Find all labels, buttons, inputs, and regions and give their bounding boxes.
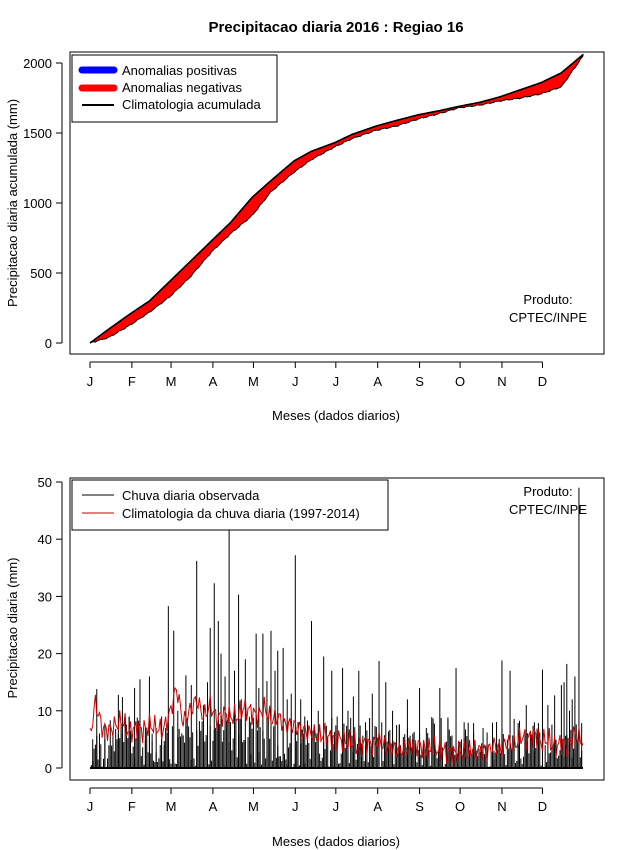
x-tick-label-bottom: J <box>87 799 94 814</box>
daily-climatology-line-group <box>89 686 584 766</box>
y-tick-label-top: 2000 <box>23 56 52 71</box>
x-tick-label-top: O <box>455 374 465 389</box>
x-tick-label-top: M <box>248 374 259 389</box>
legend-label-daily-climatology: Climatologia da chuva diaria (1997-2014) <box>122 506 360 521</box>
x-tick-label-bottom: M <box>166 799 177 814</box>
x-axis-label-bottom: Meses (dados diarios) <box>272 834 400 849</box>
climatology-line <box>89 53 584 344</box>
y-tick-label-bottom: 30 <box>38 589 52 604</box>
x-tick-label-bottom: S <box>415 799 424 814</box>
y-tick-label-bottom: 40 <box>38 532 52 547</box>
y-tick-label-bottom: 20 <box>38 647 52 662</box>
x-tick-label-top: N <box>497 374 506 389</box>
x-tick-label-bottom: J <box>292 799 299 814</box>
x-tick-label-top: M <box>166 374 177 389</box>
x-tick-label-top: J <box>87 374 94 389</box>
legend-box-bottom <box>71 479 389 531</box>
legend-label-positive: Anomalias positivas <box>122 63 237 78</box>
x-tick-label-bottom: A <box>373 799 382 814</box>
x-axis-label-top: Meses (dados diarios) <box>272 408 400 423</box>
daily-rain-bars <box>90 487 583 769</box>
x-tick-label-bottom: O <box>455 799 465 814</box>
product-label-bottom: Produto: <box>523 484 572 499</box>
y-axis-label-bottom: Precipitacao diaria (mm) <box>5 558 20 699</box>
x-tick-label-top: F <box>128 374 136 389</box>
x-tick-label-bottom: M <box>248 799 259 814</box>
legend-label-climatology: Climatologia acumulada <box>122 97 262 112</box>
x-tick-label-bottom: A <box>209 799 218 814</box>
y-tick-label-top: 500 <box>30 266 52 281</box>
product-source-top: CPTEC/INPE <box>509 310 587 325</box>
y-tick-label-bottom: 0 <box>45 761 52 776</box>
product-label-top: Produto: <box>523 292 572 307</box>
x-tick-label-top: J <box>333 374 340 389</box>
chart-title: Precipitacao diaria 2016 : Regiao 16 <box>208 19 463 36</box>
legend-top: Anomalias positivas Anomalias negativas … <box>71 54 278 123</box>
x-tick-label-bottom: D <box>538 799 547 814</box>
y-tick-label-top: 0 <box>45 336 52 351</box>
daily-climatology-line <box>89 686 584 766</box>
x-tick-label-bottom: J <box>333 799 340 814</box>
y-tick-label-top: 1000 <box>23 196 52 211</box>
y-tick-label-bottom: 50 <box>38 475 52 490</box>
y-tick-label-bottom: 10 <box>38 704 52 719</box>
legend-label-observed: Chuva diaria observada <box>122 488 260 503</box>
x-tick-label-bottom: F <box>128 799 136 814</box>
y-axis-bottom: 0 10 20 30 40 50 <box>38 475 63 776</box>
plot-frame-top <box>69 51 605 355</box>
product-source-bottom: CPTEC/INPE <box>509 502 587 517</box>
y-axis-top: 0 500 1000 1500 2000 <box>23 56 63 351</box>
x-tick-label-top: A <box>209 374 218 389</box>
x-tick-label-top: S <box>415 374 424 389</box>
x-tick-label-top: J <box>292 374 299 389</box>
x-tick-label-top: A <box>373 374 382 389</box>
climatology-line-group <box>89 53 584 344</box>
y-tick-label-top: 1500 <box>23 126 52 141</box>
x-tick-label-top: D <box>538 374 547 389</box>
legend-label-negative: Anomalias negativas <box>122 80 242 95</box>
x-tick-label-bottom: N <box>497 799 506 814</box>
y-axis-label-top: Precipitacao diaria acumulada (mm) <box>5 99 20 307</box>
legend-bottom: Chuva diaria observada Climatologia da c… <box>71 479 389 531</box>
plot-frame-bottom <box>69 477 605 781</box>
